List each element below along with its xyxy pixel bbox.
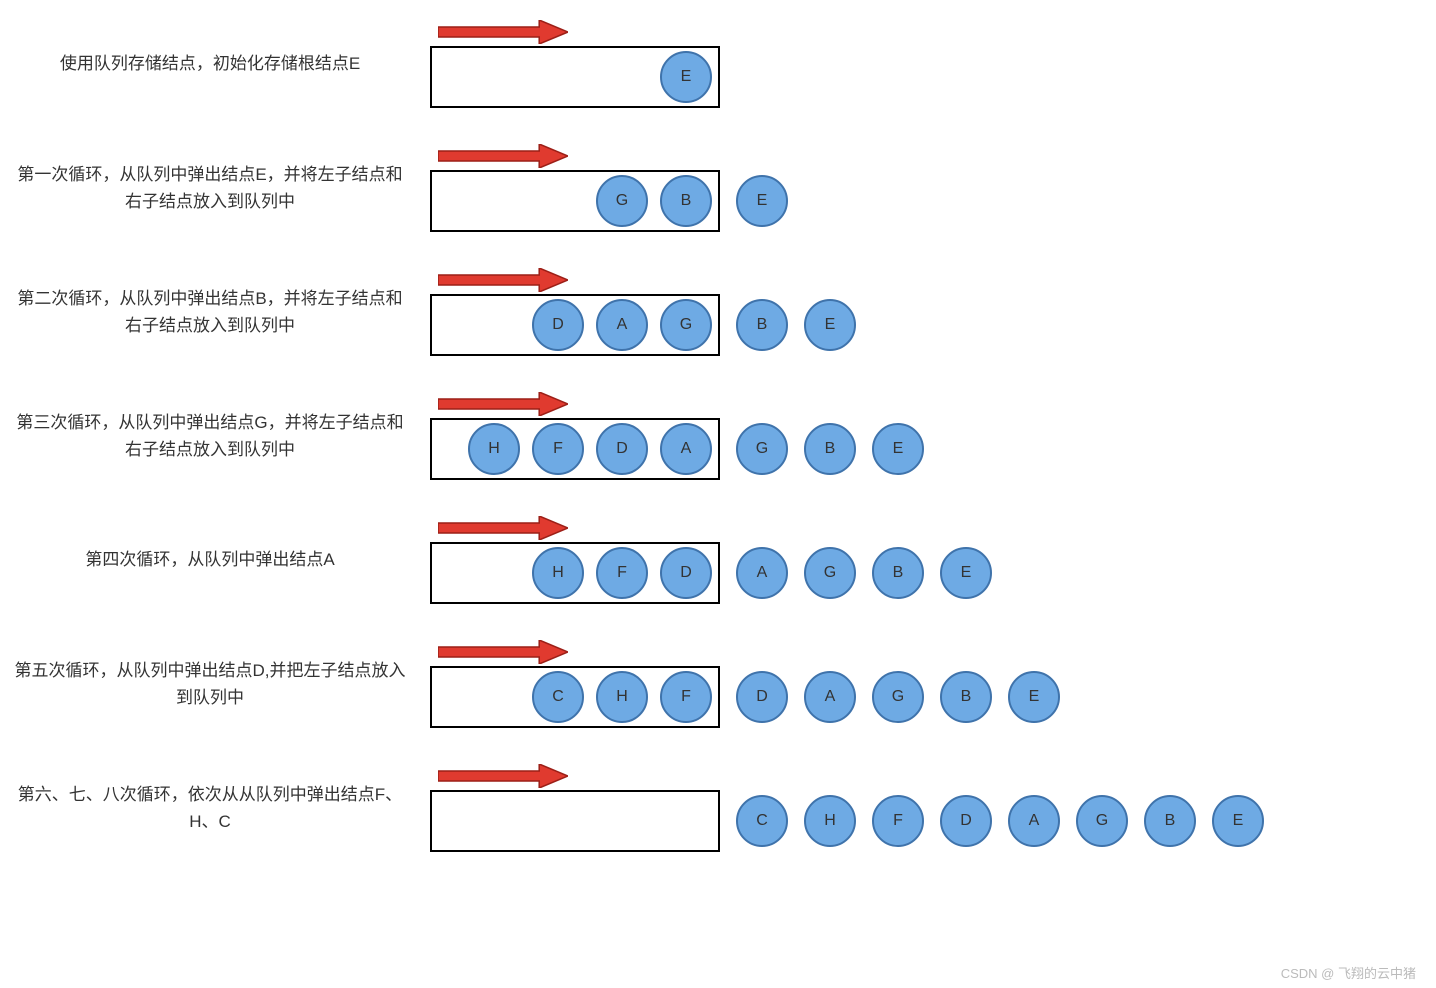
flow-arrow-icon [438, 144, 568, 168]
queue-node: F [872, 795, 924, 847]
queue-node: C [736, 795, 788, 847]
queue-node: B [940, 671, 992, 723]
queue-node: E [1008, 671, 1060, 723]
step-row: 第一次循环，从队列中弹出结点E，并将左子结点和右子结点放入到队列中 GBE [10, 144, 1426, 232]
step-label: 使用队列存储结点，初始化存储根结点E [10, 50, 430, 77]
queue-node: G [804, 547, 856, 599]
queue-node: H [532, 547, 584, 599]
flow-arrow-icon [438, 640, 568, 664]
step-label: 第五次循环，从队列中弹出结点D,并把左子结点放入到队列中 [10, 657, 430, 711]
queue-wrapper: GB [430, 144, 720, 232]
queue-node: A [736, 547, 788, 599]
queue-wrapper: HFD [430, 516, 720, 604]
queue-wrapper: E [430, 20, 720, 108]
watermark-text: CSDN @ 飞翔的云中猪 [1281, 963, 1416, 982]
queue-node: E [804, 299, 856, 351]
queue-node: G [736, 423, 788, 475]
step-row: 第六、七、八次循环，依次从从队列中弹出结点F、H、C CHFDAGBE [10, 764, 1426, 852]
step-diagram: CHFDAGBE [430, 640, 1060, 728]
queue-node: F [660, 671, 712, 723]
queue-wrapper: HFDA [430, 392, 720, 480]
queue-node: H [468, 423, 520, 475]
queue-node: D [596, 423, 648, 475]
queue-node: A [660, 423, 712, 475]
dequeued-nodes: AGBE [736, 547, 992, 599]
queue-node: E [736, 175, 788, 227]
step-diagram: DAGBE [430, 268, 856, 356]
step-label: 第六、七、八次循环，依次从从队列中弹出结点F、H、C [10, 781, 430, 835]
dequeued-nodes: E [736, 175, 788, 227]
queue-node: E [1212, 795, 1264, 847]
queue-node: G [872, 671, 924, 723]
step-diagram: CHFDAGBE [430, 764, 1264, 852]
queue-wrapper: DAG [430, 268, 720, 356]
step-row: 第四次循环，从队列中弹出结点A HFDAGBE [10, 516, 1426, 604]
queue-node: G [660, 299, 712, 351]
step-row: 第二次循环，从队列中弹出结点B，并将左子结点和右子结点放入到队列中 DAGBE [10, 268, 1426, 356]
queue-node: F [532, 423, 584, 475]
queue-box: HFDA [430, 418, 720, 480]
queue-node: F [596, 547, 648, 599]
dequeued-nodes: DAGBE [736, 671, 1060, 723]
step-row: 第五次循环，从队列中弹出结点D,并把左子结点放入到队列中 CHFDAGBE [10, 640, 1426, 728]
flow-arrow-icon [438, 392, 568, 416]
step-label: 第三次循环，从队列中弹出结点G，并将左子结点和右子结点放入到队列中 [10, 409, 430, 463]
queue-node: A [596, 299, 648, 351]
queue-node: E [940, 547, 992, 599]
queue-box: CHF [430, 666, 720, 728]
queue-box: GB [430, 170, 720, 232]
queue-node: B [872, 547, 924, 599]
queue-node: D [532, 299, 584, 351]
queue-node: E [872, 423, 924, 475]
dequeued-nodes: GBE [736, 423, 924, 475]
queue-node: G [1076, 795, 1128, 847]
step-row: 使用队列存储结点，初始化存储根结点E E [10, 20, 1426, 108]
queue-node: B [736, 299, 788, 351]
step-label: 第一次循环，从队列中弹出结点E，并将左子结点和右子结点放入到队列中 [10, 161, 430, 215]
flow-arrow-icon [438, 764, 568, 788]
diagram-container: 使用队列存储结点，初始化存储根结点E E 第一次循环，从队列中弹出结点E，并将左子… [10, 20, 1426, 852]
flow-arrow-icon [438, 516, 568, 540]
queue-box: E [430, 46, 720, 108]
step-diagram: HFDAGBE [430, 392, 924, 480]
step-label: 第四次循环，从队列中弹出结点A [10, 546, 430, 573]
queue-node: H [804, 795, 856, 847]
queue-node: D [940, 795, 992, 847]
queue-node: A [1008, 795, 1060, 847]
flow-arrow-icon [438, 20, 568, 44]
queue-wrapper [430, 764, 720, 852]
queue-node: A [804, 671, 856, 723]
queue-wrapper: CHF [430, 640, 720, 728]
queue-node: B [1144, 795, 1196, 847]
step-diagram: HFDAGBE [430, 516, 992, 604]
queue-box: DAG [430, 294, 720, 356]
queue-node: C [532, 671, 584, 723]
dequeued-nodes: BE [736, 299, 856, 351]
dequeued-nodes: CHFDAGBE [736, 795, 1264, 847]
queue-node: B [804, 423, 856, 475]
queue-node: E [660, 51, 712, 103]
queue-node: H [596, 671, 648, 723]
queue-box [430, 790, 720, 852]
step-diagram: E [430, 20, 736, 108]
queue-node: D [660, 547, 712, 599]
queue-node: B [660, 175, 712, 227]
queue-node: D [736, 671, 788, 723]
flow-arrow-icon [438, 268, 568, 292]
step-diagram: GBE [430, 144, 788, 232]
queue-box: HFD [430, 542, 720, 604]
step-row: 第三次循环，从队列中弹出结点G，并将左子结点和右子结点放入到队列中 HFDAGB… [10, 392, 1426, 480]
step-label: 第二次循环，从队列中弹出结点B，并将左子结点和右子结点放入到队列中 [10, 285, 430, 339]
queue-node: G [596, 175, 648, 227]
